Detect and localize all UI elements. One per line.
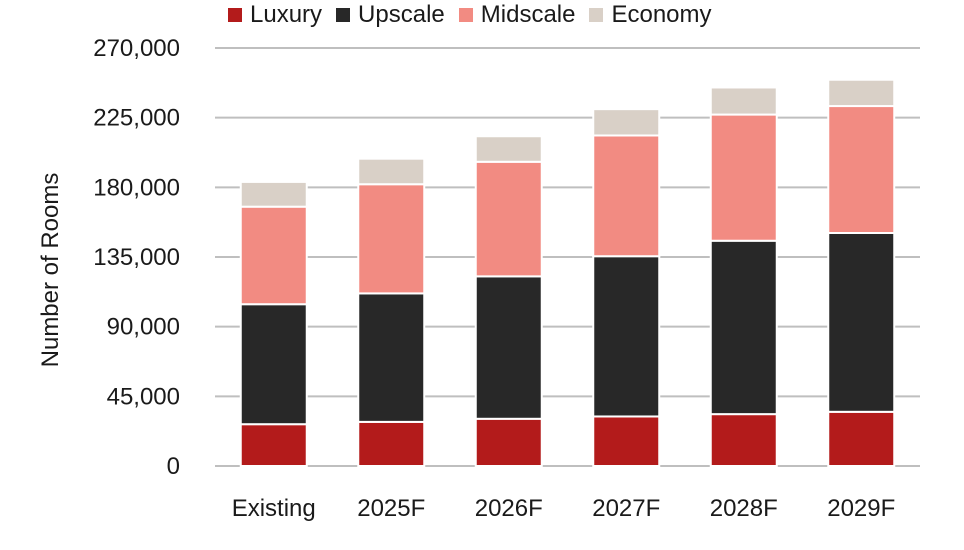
bar-segment-luxury-2028f — [709, 413, 778, 467]
legend-swatch-luxury — [228, 8, 242, 22]
x-tick-label: 2026F — [475, 495, 543, 522]
y-tick-label: 225,000 — [93, 105, 180, 132]
bar-segment-upscale-2028f — [709, 239, 778, 416]
bar-segment-midscale-2025f — [357, 183, 426, 295]
legend-item-midscale: Midscale — [458, 1, 576, 29]
legend-item-luxury: Luxury — [228, 1, 322, 29]
bar-segment-luxury-2027f — [592, 415, 661, 467]
legend-swatch-upscale — [336, 8, 351, 22]
bar-segment-economy-2028f — [709, 86, 778, 116]
x-axis-ticks: Existing 2025F 2026F 2027F 2028F 2029F — [232, 495, 896, 522]
y-axis-ticks: 0 45,000 90,000 135,000 180,000 225,000 270,00… — [93, 35, 180, 480]
bar-segment-midscale-2027f — [592, 134, 661, 258]
legend-label-luxury: Luxury — [250, 1, 323, 28]
bar-segment-midscale-2029f — [827, 105, 896, 235]
legend-label-economy: Economy — [611, 1, 712, 28]
bar-segment-midscale-2028f — [709, 113, 778, 242]
bar-segment-economy-2026f — [474, 135, 543, 163]
x-tick-label: Existing — [232, 495, 316, 522]
y-tick-label: 180,000 — [93, 174, 180, 201]
y-tick-label: 0 — [167, 453, 180, 480]
bar-segment-economy-existing — [239, 180, 308, 208]
y-axis-title: Number of Rooms — [37, 173, 64, 368]
legend-label-midscale: Midscale — [480, 1, 576, 28]
y-tick-label: 270,000 — [93, 35, 180, 62]
legend-item-upscale: Upscale — [336, 1, 445, 29]
chart-legend: Luxury Upscale Midscale Economy — [228, 1, 712, 29]
x-tick-label: 2025F — [357, 495, 425, 522]
bar-segment-economy-2027f — [592, 108, 661, 137]
bar-segment-luxury-2025f — [357, 420, 426, 467]
bar-segment-luxury-2029f — [827, 410, 896, 468]
x-tick-label: 2028F — [710, 495, 778, 522]
bar-segment-upscale-2027f — [592, 255, 661, 418]
gridlines — [215, 47, 920, 467]
x-tick-label: 2029F — [827, 495, 895, 522]
bar-segment-upscale-2029f — [827, 232, 896, 413]
x-tick-label: 2027F — [592, 495, 660, 522]
bar-segment-midscale-existing — [239, 205, 308, 306]
bar-segment-luxury-2026f — [474, 417, 543, 468]
y-tick-label: 45,000 — [107, 383, 180, 410]
bar-segment-upscale-2025f — [357, 292, 426, 423]
legend-label-upscale: Upscale — [358, 1, 445, 28]
legend-item-economy: Economy — [589, 1, 712, 29]
legend-swatch-economy — [589, 8, 604, 22]
bar-segment-midscale-2026f — [474, 160, 543, 278]
y-tick-label: 90,000 — [107, 314, 180, 341]
bar-segment-upscale-2026f — [474, 275, 543, 420]
bar-segment-economy-2029f — [827, 78, 896, 108]
bar-segment-luxury-existing — [239, 423, 308, 468]
bar-segment-upscale-existing — [239, 303, 308, 426]
bar-segment-economy-2025f — [357, 157, 426, 186]
legend-swatch-midscale — [458, 8, 473, 22]
bars — [239, 78, 896, 468]
y-tick-label: 135,000 — [93, 244, 180, 271]
